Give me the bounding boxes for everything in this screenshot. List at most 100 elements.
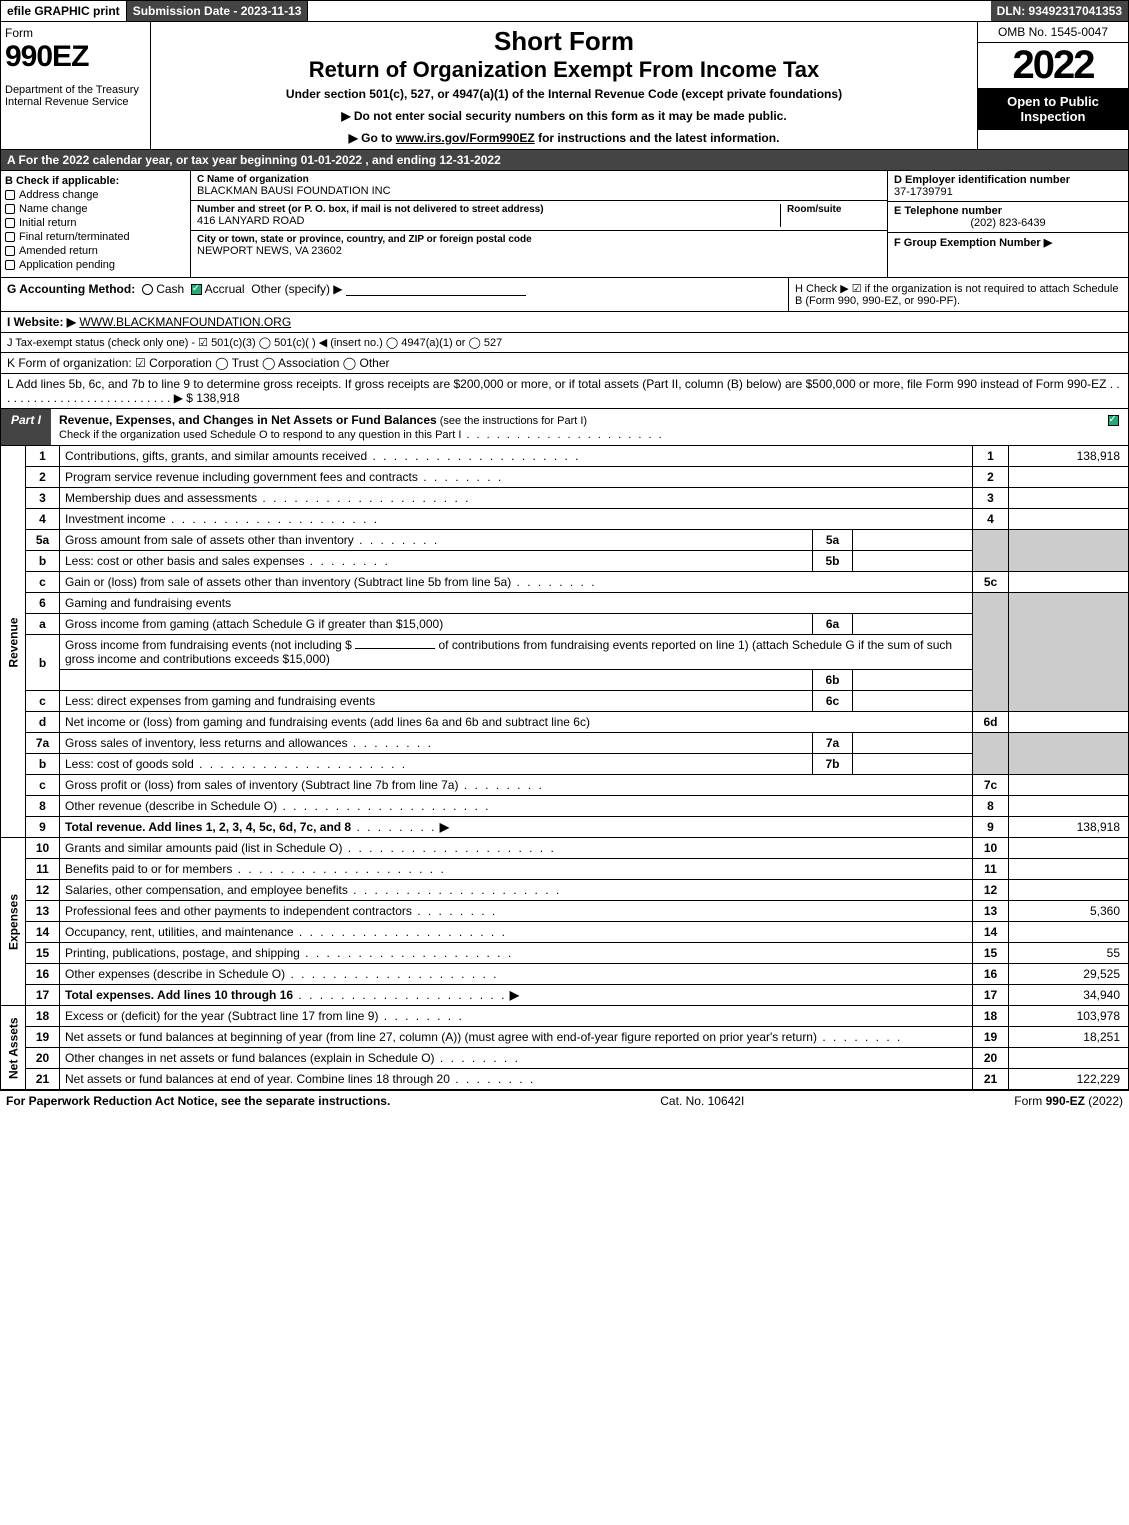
part1-check-text: Check if the organization used Schedule … <box>59 429 461 441</box>
line-5c: c Gain or (loss) from sale of assets oth… <box>1 572 1129 593</box>
line-11: 11 Benefits paid to or for members 11 <box>1 859 1129 880</box>
line-17: 17 Total expenses. Add lines 10 through … <box>1 985 1129 1006</box>
line-7b: b Less: cost of goods sold 7b <box>1 754 1129 775</box>
tel-block: E Telephone number (202) 823-6439 <box>888 202 1128 233</box>
checkbox-icon <box>5 232 15 242</box>
radio-checked-icon[interactable] <box>191 284 202 295</box>
tel-value: (202) 823-6439 <box>894 217 1122 229</box>
website-value[interactable]: WWW.BLACKMANFOUNDATION.ORG <box>79 315 291 329</box>
chk-amended-return[interactable]: Amended return <box>5 245 186 257</box>
org-name: BLACKMAN BAUSI FOUNDATION INC <box>197 185 881 197</box>
section-def: D Employer identification number 37-1739… <box>888 171 1128 277</box>
checkbox-icon <box>5 260 15 270</box>
goto-pre: ▶ Go to <box>349 131 396 145</box>
efile-label[interactable]: efile GRAPHIC print <box>1 1 127 21</box>
irs-link[interactable]: www.irs.gov/Form990EZ <box>396 131 535 145</box>
part1-label: Part I <box>1 409 51 445</box>
street-block: Number and street (or P. O. box, if mail… <box>191 201 887 231</box>
line-9-value: 138,918 <box>1009 817 1129 838</box>
line-3: 3 Membership dues and assessments 3 <box>1 488 1129 509</box>
line-7c: c Gross profit or (loss) from sales of i… <box>1 775 1129 796</box>
radio-icon[interactable] <box>142 284 153 295</box>
g-label: G Accounting Method: <box>7 282 135 296</box>
ein-block: D Employer identification number 37-1739… <box>888 171 1128 202</box>
goto-note: ▶ Go to www.irs.gov/Form990EZ for instru… <box>349 131 780 145</box>
page-footer: For Paperwork Reduction Act Notice, see … <box>0 1090 1129 1111</box>
checkbox-icon <box>5 204 15 214</box>
street-label: Number and street (or P. O. box, if mail… <box>197 204 774 215</box>
blank-amount <box>355 648 435 649</box>
footer-right: Form 990-EZ (2022) <box>1014 1094 1123 1108</box>
revenue-rot-label: Revenue <box>1 446 26 838</box>
goto-post: for instructions and the latest informat… <box>535 131 780 145</box>
chk-final-return[interactable]: Final return/terminated <box>5 231 186 243</box>
chk-initial-return[interactable]: Initial return <box>5 217 186 229</box>
section-h: H Check ▶ ☑ if the organization is not r… <box>788 278 1128 311</box>
line-13: 13 Professional fees and other payments … <box>1 901 1129 922</box>
g-other: Other (specify) ▶ <box>251 282 342 296</box>
bcd-row: B Check if applicable: Address change Na… <box>0 171 1129 278</box>
section-c: C Name of organization BLACKMAN BAUSI FO… <box>191 171 888 277</box>
section-b: B Check if applicable: Address change Na… <box>1 171 191 277</box>
line-18: Net Assets 18 Excess or (deficit) for th… <box>1 1006 1129 1027</box>
org-name-block: C Name of organization BLACKMAN BAUSI FO… <box>191 171 887 201</box>
chk-application-pending[interactable]: Application pending <box>5 259 186 271</box>
checkbox-icon <box>5 218 15 228</box>
room-label: Room/suite <box>787 204 881 215</box>
city-value: NEWPORT NEWS, VA 23602 <box>197 245 881 257</box>
open-public-box: Open to Public Inspection <box>978 88 1128 130</box>
part1-title: Revenue, Expenses, and Changes in Net As… <box>51 409 1098 445</box>
lines-table: Revenue 1 Contributions, gifts, grants, … <box>0 446 1129 1090</box>
line-21: 21 Net assets or fund balances at end of… <box>1 1069 1129 1090</box>
line-6d: d Net income or (loss) from gaming and f… <box>1 712 1129 733</box>
arrow-icon <box>506 988 519 1002</box>
line-6c: c Less: direct expenses from gaming and … <box>1 691 1129 712</box>
line-5b: b Less: cost or other basis and sales ex… <box>1 551 1129 572</box>
l-value: 138,918 <box>193 391 240 405</box>
group-label: F Group Exemption Number ▶ <box>894 236 1122 249</box>
chk-name-change[interactable]: Name change <box>5 203 186 215</box>
line-6: 6 Gaming and fundraising events <box>1 593 1129 614</box>
section-a: A For the 2022 calendar year, or tax yea… <box>0 150 1129 171</box>
footer-left: For Paperwork Reduction Act Notice, see … <box>6 1094 390 1108</box>
line-19: 19 Net assets or fund balances at beginn… <box>1 1027 1129 1048</box>
line-17-value: 34,940 <box>1009 985 1129 1006</box>
checkbox-checked-icon <box>1108 415 1119 426</box>
submission-date: Submission Date - 2023-11-13 <box>127 1 309 21</box>
g-cash: Cash <box>156 282 184 296</box>
expenses-rot-label: Expenses <box>1 838 26 1006</box>
section-g: G Accounting Method: Cash Accrual Other … <box>1 278 788 311</box>
footer-center: Cat. No. 10642I <box>660 1094 744 1108</box>
l-text: L Add lines 5b, 6c, and 7b to line 9 to … <box>7 377 1120 405</box>
chk-address-change[interactable]: Address change <box>5 189 186 201</box>
b-header: B Check if applicable: <box>5 175 119 187</box>
omb-number: OMB No. 1545-0047 <box>978 22 1128 43</box>
short-form-title: Short Form <box>494 26 634 57</box>
part1-checkbox[interactable] <box>1098 409 1128 445</box>
dln-label: DLN: 93492317041353 <box>991 1 1128 21</box>
other-blank <box>346 295 526 296</box>
irs-label: Internal Revenue Service <box>5 96 146 108</box>
line-6b-sub: 6b <box>1 670 1129 691</box>
city-block: City or town, state or province, country… <box>191 231 887 260</box>
line-21-value: 122,229 <box>1009 1069 1129 1090</box>
arrow-icon <box>436 820 449 834</box>
street-value: 416 LANYARD ROAD <box>197 215 774 227</box>
line-5a: 5a Gross amount from sale of assets othe… <box>1 530 1129 551</box>
line-19-value: 18,251 <box>1009 1027 1129 1048</box>
return-title: Return of Organization Exempt From Incom… <box>309 57 820 83</box>
group-block: F Group Exemption Number ▶ <box>888 233 1128 252</box>
top-bar: efile GRAPHIC print Submission Date - 20… <box>0 0 1129 22</box>
tax-year: 2022 <box>978 43 1128 88</box>
line-4: 4 Investment income 4 <box>1 509 1129 530</box>
c-name-label: C Name of organization <box>197 174 881 185</box>
checkbox-icon <box>5 246 15 256</box>
header-left: Form 990EZ Department of the Treasury In… <box>1 22 151 149</box>
checkbox-icon <box>5 190 15 200</box>
line-1: Revenue 1 Contributions, gifts, grants, … <box>1 446 1129 467</box>
line-6b: b Gross income from fundraising events (… <box>1 635 1129 670</box>
dept-label: Department of the Treasury <box>5 84 146 96</box>
line-15: 15 Printing, publications, postage, and … <box>1 943 1129 964</box>
line-9: 9 Total revenue. Add lines 1, 2, 3, 4, 5… <box>1 817 1129 838</box>
line-7a: 7a Gross sales of inventory, less return… <box>1 733 1129 754</box>
